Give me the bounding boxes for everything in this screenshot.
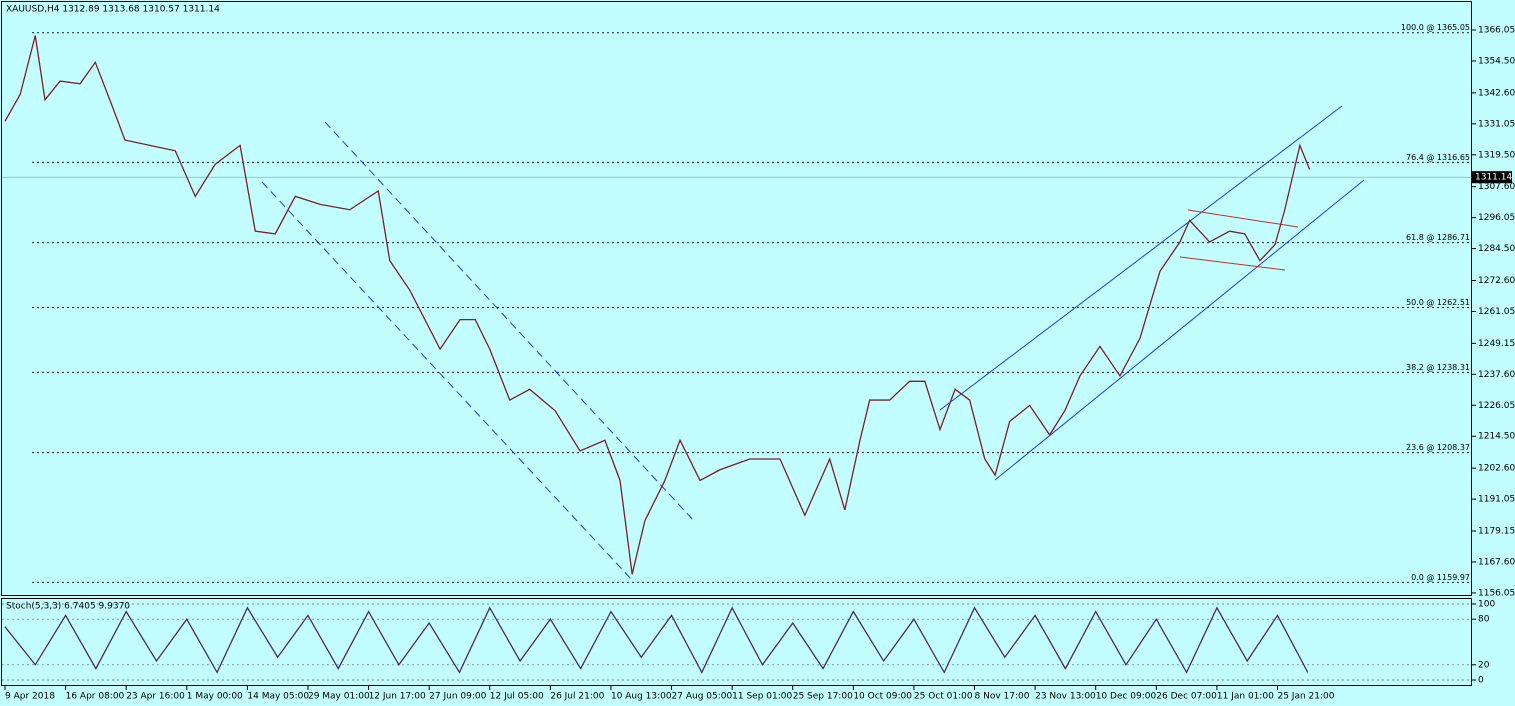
fib-label: 23.6 @ 1208.37	[1406, 443, 1470, 452]
fib-label: 38.2 @ 1238.31	[1406, 363, 1470, 372]
up-channel	[939, 105, 1343, 411]
fib-label: 61.8 @ 1286.71	[1406, 233, 1470, 242]
x-tick-label: 26 Jul 21:00	[550, 692, 604, 702]
y-tick-label: 1261.05	[1478, 307, 1515, 317]
y-tick-label: 20	[1478, 660, 1490, 670]
price-line	[4, 35, 1311, 575]
y-tick-label: 1249.15	[1478, 339, 1515, 349]
y-tick-label: 1156.05	[1478, 588, 1515, 598]
last-price-label: 1311.14	[1475, 173, 1512, 183]
y-tick-label: 1179.15	[1478, 526, 1515, 536]
flag-line	[1187, 209, 1299, 228]
x-tick-label: 10 Oct 09:00	[853, 692, 912, 702]
x-tick-label: 25 Oct 01:00	[914, 692, 973, 702]
x-tick-label: 12 Jul 05:00	[490, 692, 544, 702]
price-line	[4, 606, 1309, 674]
y-tick-label: 1202.60	[1478, 464, 1515, 474]
x-tick-label: 16 Apr 08:00	[66, 692, 125, 702]
fib-label: 0.0 @ 1159.97	[1411, 573, 1470, 582]
x-tick-label: 11 Sep 01:00	[732, 692, 792, 702]
x-tick-label: 1 May 00:00	[187, 692, 243, 702]
y-tick-label: 100	[1478, 600, 1495, 610]
y-tick-label: 1284.50	[1478, 244, 1515, 254]
fib-label: 50.0 @ 1262.51	[1406, 298, 1470, 307]
x-tick-label: 23 Apr 16:00	[126, 692, 185, 702]
flag-line	[1179, 256, 1286, 271]
fib-label: 100.0 @ 1365.05	[1401, 23, 1470, 32]
y-tick-label: 1319.50	[1478, 150, 1515, 160]
x-tick-label: 27 Aug 05:00	[672, 692, 733, 702]
y-tick-label: 1226.05	[1478, 401, 1515, 411]
stoch-title: Stoch(5,3,3) 6.7405 9.9370	[6, 602, 130, 612]
drawn-channels	[261, 105, 1365, 581]
x-tick-label: 12 Jun 17:00	[369, 692, 426, 702]
flag	[1179, 209, 1299, 271]
up-channel	[994, 179, 1365, 481]
y-tick-label: 80	[1478, 615, 1490, 625]
x-tick-label: 25 Jan 21:00	[1277, 692, 1334, 702]
x-tick-label: 25 Sep 17:00	[793, 692, 853, 702]
y-tick-label: 1331.05	[1478, 119, 1515, 129]
x-tick-label: 27 Jun 09:00	[429, 692, 486, 702]
fib-label: 76.4 @ 1316.65	[1406, 153, 1470, 162]
y-tick-label: 1354.50	[1478, 56, 1515, 66]
y-tick-label: 1167.60	[1478, 557, 1515, 567]
x-tick-label: 23 Nov 13:00	[1035, 692, 1096, 702]
y-tick-label: 1237.60	[1478, 370, 1515, 380]
x-tick-label: 10 Dec 09:00	[1096, 692, 1157, 702]
y-tick-label: 1191.05	[1478, 495, 1515, 505]
x-tick-label: 9 Apr 2018	[5, 692, 55, 702]
y-tick-label: 1214.50	[1478, 432, 1515, 442]
y-tick-label: 1272.60	[1478, 276, 1515, 286]
y-tick-label: 1307.60	[1478, 182, 1515, 192]
y-tick-label: 1342.60	[1478, 88, 1515, 98]
main-panel	[1, 1, 1472, 596]
y-tick-label: 0	[1478, 675, 1484, 685]
x-tick-label: 14 May 05:00	[247, 692, 309, 702]
x-tick-label: 26 Dec 07:00	[1156, 692, 1217, 702]
stoch-panel	[1, 598, 1472, 686]
chart-title: XAUUSD,H4 1312.89 1313.68 1310.57 1311.1…	[6, 5, 220, 15]
x-tick-label: 29 May 01:00	[308, 692, 370, 702]
x-tick-label: 8 Nov 17:00	[975, 692, 1030, 702]
y-tick-label: 1366.05	[1478, 26, 1515, 36]
x-tick-label: 11 Jan 01:00	[1217, 692, 1274, 702]
last-price-box	[1472, 171, 1512, 184]
x-tick-label: 10 Aug 13:00	[611, 692, 672, 702]
y-tick-label: 1296.05	[1478, 213, 1515, 223]
